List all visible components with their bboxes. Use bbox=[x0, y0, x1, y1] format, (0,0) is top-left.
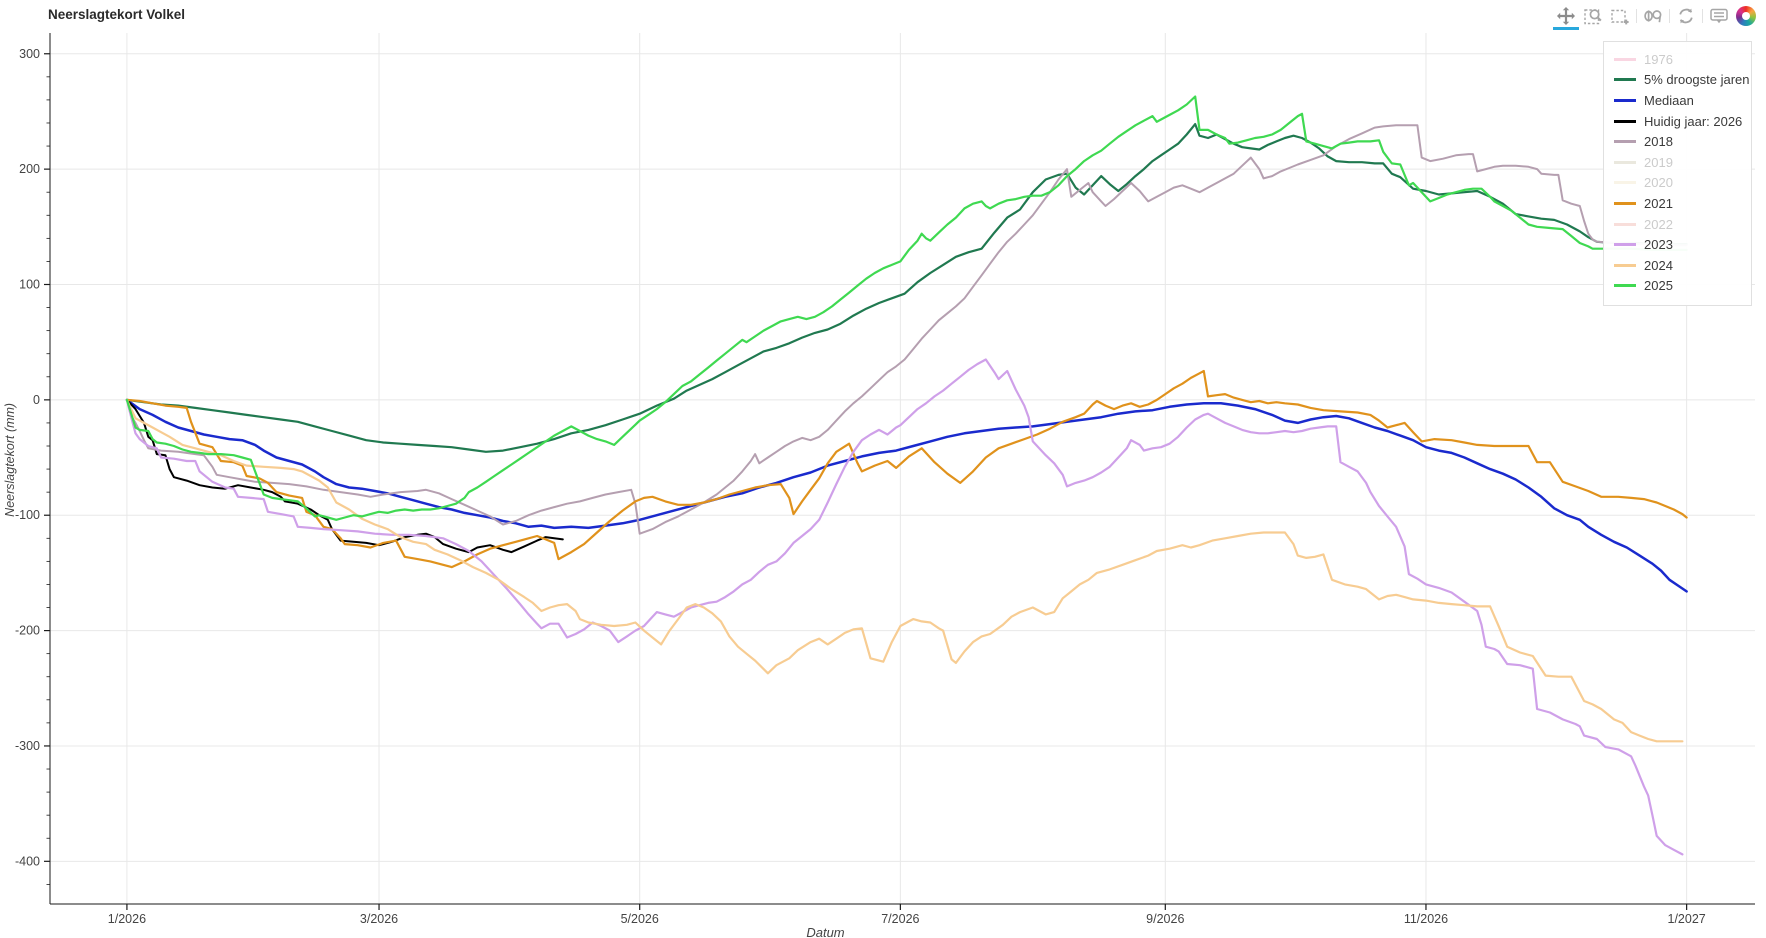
legend-item-2020[interactable]: 2020 bbox=[1614, 173, 1751, 194]
series-line-mediaan bbox=[125, 398, 1688, 593]
series-line-2018 bbox=[125, 124, 1688, 535]
y-axis-label: Neerslagtekort (mm) bbox=[3, 403, 17, 517]
legend-swatch-icon bbox=[1614, 119, 1636, 123]
legend-item-label: 1976 bbox=[1644, 51, 1673, 67]
x-tick-label: 5/2026 bbox=[621, 912, 659, 926]
legend-item-2022[interactable]: 2022 bbox=[1614, 214, 1751, 235]
toolbar bbox=[1553, 3, 1758, 30]
legend-item-2018[interactable]: 2018 bbox=[1614, 131, 1751, 152]
y-tick-label: 100 bbox=[19, 277, 40, 291]
legend-swatch-icon bbox=[1614, 243, 1636, 247]
legend-item-label: 2018 bbox=[1644, 134, 1673, 150]
legend: 1976 5% droogste jaren Mediaan Huidig jaar:… bbox=[1603, 41, 1752, 307]
series-line-5-droogste-jaren bbox=[125, 122, 1688, 453]
series-line-2024 bbox=[125, 398, 1684, 743]
legend-item-2025[interactable]: 2025 bbox=[1614, 276, 1751, 297]
legend-swatch-icon bbox=[1614, 140, 1636, 144]
box-zoom-tool-icon[interactable] bbox=[1581, 4, 1605, 28]
box-select-tool-icon[interactable] bbox=[1608, 4, 1632, 28]
toolbar-separator bbox=[1669, 9, 1670, 23]
legend-item-5-droogste-jaren[interactable]: 5% droogste jaren bbox=[1614, 70, 1751, 91]
bokeh-logo-icon[interactable] bbox=[1734, 4, 1758, 28]
legend-item-label: 2022 bbox=[1644, 216, 1673, 232]
series-line-2023 bbox=[125, 358, 1684, 856]
legend-item-2024[interactable]: 2024 bbox=[1614, 255, 1751, 276]
legend-swatch-icon bbox=[1614, 284, 1636, 288]
series-line-2025 bbox=[125, 95, 1688, 521]
legend-item-label: Mediaan bbox=[1644, 92, 1694, 108]
active-tool-underline bbox=[1553, 27, 1579, 30]
examine-tool-icon[interactable] bbox=[1641, 4, 1665, 28]
legend-swatch-icon bbox=[1614, 98, 1636, 102]
series-line-2021 bbox=[125, 369, 1688, 569]
legend-item-label: 2019 bbox=[1644, 154, 1673, 170]
x-tick-label: 7/2026 bbox=[881, 912, 919, 926]
legend-swatch-icon bbox=[1614, 181, 1636, 185]
y-tick-label: -200 bbox=[15, 624, 40, 638]
y-tick-label: 0 bbox=[33, 393, 40, 407]
toolbar-separator bbox=[1702, 9, 1703, 23]
legend-item-label: Huidig jaar: 2026 bbox=[1644, 113, 1743, 129]
legend-swatch-icon bbox=[1614, 160, 1636, 164]
legend-swatch-icon bbox=[1614, 57, 1636, 61]
pan-tool-icon[interactable] bbox=[1553, 4, 1579, 30]
legend-swatch-icon bbox=[1614, 263, 1636, 267]
x-tick-label: 3/2026 bbox=[360, 912, 398, 926]
legend-item-mediaan[interactable]: Mediaan bbox=[1614, 90, 1751, 111]
series-line-huidig-jaar-2026 bbox=[125, 398, 564, 554]
legend-item-2021[interactable]: 2021 bbox=[1614, 193, 1751, 214]
legend-swatch-icon bbox=[1614, 78, 1636, 82]
y-tick-label: -100 bbox=[15, 508, 40, 522]
legend-item-label: 2023 bbox=[1644, 237, 1673, 253]
y-tick-label: -400 bbox=[15, 854, 40, 868]
legend-item-label: 2020 bbox=[1644, 175, 1673, 191]
legend-item-label: 2021 bbox=[1644, 195, 1673, 211]
y-tick-label: -300 bbox=[15, 739, 40, 753]
x-tick-label: 9/2026 bbox=[1146, 912, 1184, 926]
legend-item-1976[interactable]: 1976 bbox=[1614, 49, 1751, 70]
legend-swatch-icon bbox=[1614, 201, 1636, 205]
legend-item-2019[interactable]: 2019 bbox=[1614, 152, 1751, 173]
legend-item-2023[interactable]: 2023 bbox=[1614, 234, 1751, 255]
x-tick-label: 1/2027 bbox=[1668, 912, 1706, 926]
toolbar-separator bbox=[1636, 9, 1637, 23]
x-axis-label: Datum bbox=[806, 925, 844, 938]
reset-tool-icon[interactable] bbox=[1674, 4, 1698, 28]
x-tick-label: 11/2026 bbox=[1404, 912, 1448, 926]
legend-item-label: 2024 bbox=[1644, 257, 1673, 273]
legend-item-huidig-jaar-2026[interactable]: Huidig jaar: 2026 bbox=[1614, 111, 1751, 132]
legend-item-label: 5% droogste jaren bbox=[1644, 72, 1750, 88]
legend-item-label: 2025 bbox=[1644, 278, 1673, 294]
series-group bbox=[125, 95, 1688, 856]
hover-tool-icon[interactable] bbox=[1707, 4, 1731, 28]
page-title: Neerslagtekort Volkel bbox=[48, 7, 186, 22]
y-tick-label: 200 bbox=[19, 162, 40, 176]
y-tick-label: 300 bbox=[19, 47, 40, 61]
legend-swatch-icon bbox=[1614, 222, 1636, 226]
x-tick-label: 1/2026 bbox=[108, 912, 146, 926]
